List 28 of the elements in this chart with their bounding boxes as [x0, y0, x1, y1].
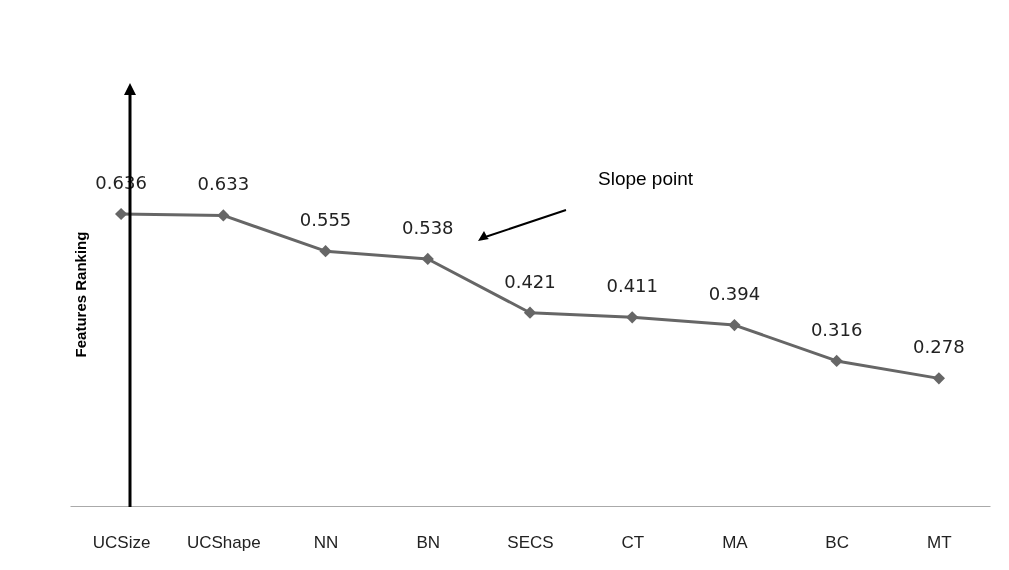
x-tick-label: MA — [722, 532, 749, 552]
data-label: 0.538 — [402, 216, 454, 238]
data-label: 0.278 — [913, 336, 965, 358]
x-tick-label: UCShape — [186, 532, 261, 552]
point — [114, 207, 128, 221]
x-tick-label: NN — [313, 532, 339, 552]
data-label: 0.633 — [197, 173, 250, 195]
data-label: 0.411 — [606, 275, 658, 297]
x-tick-label: BC — [825, 532, 849, 552]
data-label: 0.394 — [708, 283, 761, 305]
point — [830, 354, 843, 368]
data-label: 0.555 — [299, 209, 352, 231]
x-tick-label: MT — [927, 532, 952, 552]
point — [319, 245, 332, 258]
x-tick-label: SECS — [507, 532, 554, 552]
point — [932, 372, 946, 385]
point — [626, 311, 639, 324]
point — [217, 209, 230, 222]
data-label: 0.316 — [810, 318, 863, 340]
x-tick-label: BN — [416, 532, 441, 552]
point — [421, 252, 434, 266]
text: Slope point — [598, 168, 694, 189]
x-tick-label: CT — [621, 532, 645, 552]
x-tick-label: UCSize — [92, 532, 151, 552]
data-label: 0.421 — [504, 270, 556, 292]
point — [728, 318, 741, 332]
point — [523, 306, 537, 319]
y-axis-title: Features Ranking — [71, 231, 89, 358]
